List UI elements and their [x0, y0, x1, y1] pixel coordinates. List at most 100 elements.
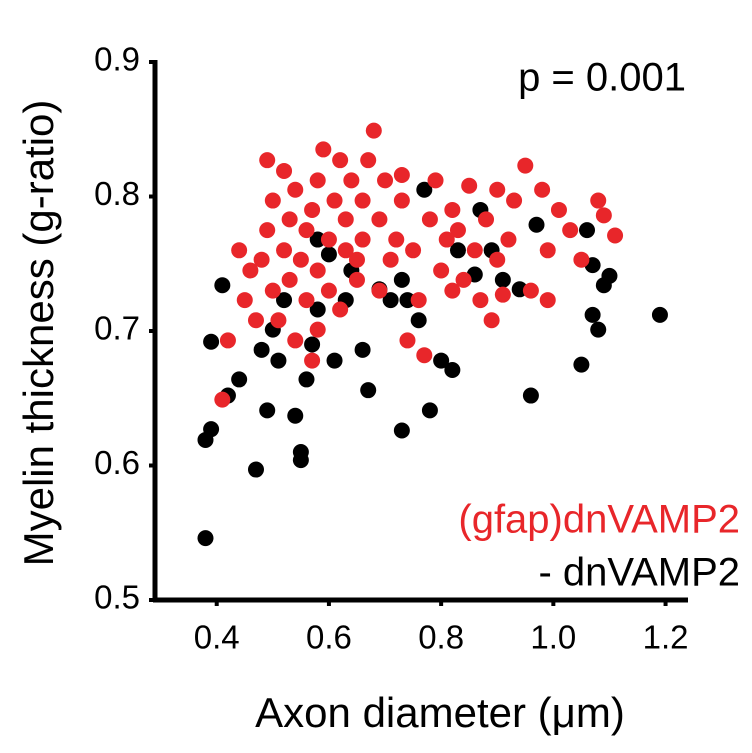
x-tick-label: 0.4: [194, 619, 240, 656]
point: [309, 262, 326, 279]
point: [416, 347, 433, 364]
p-value: p = 0.001: [518, 56, 686, 100]
point: [478, 211, 495, 228]
point: [292, 452, 309, 469]
point: [298, 371, 315, 388]
point: [242, 262, 259, 279]
point: [444, 362, 461, 379]
point: [231, 371, 248, 388]
point: [466, 242, 483, 259]
point: [320, 282, 337, 299]
point: [304, 201, 321, 218]
y-axis-title: Myelin thickness (g-ratio): [15, 100, 62, 567]
point: [247, 461, 264, 478]
point: [343, 172, 360, 189]
point: [287, 332, 304, 349]
point: [264, 192, 281, 209]
point: [287, 181, 304, 198]
point: [528, 216, 545, 233]
point: [584, 306, 601, 323]
point: [309, 321, 326, 338]
point: [651, 306, 668, 323]
y-tick-label: 0.8: [94, 175, 140, 212]
point: [276, 162, 293, 179]
point: [461, 177, 478, 194]
point: [489, 181, 506, 198]
point: [405, 242, 422, 259]
point: [393, 192, 410, 209]
point: [309, 301, 326, 318]
point: [595, 207, 612, 224]
point: [309, 172, 326, 189]
point: [326, 192, 343, 209]
point: [410, 312, 427, 329]
y-tick-label: 0.5: [94, 579, 140, 616]
point: [326, 352, 343, 369]
point: [259, 152, 276, 169]
point: [348, 251, 365, 268]
point: [455, 271, 472, 288]
point: [377, 172, 394, 189]
point: [304, 336, 321, 353]
x-tick-label: 0.8: [418, 619, 464, 656]
legend-entry: - dnVAMP2: [538, 551, 740, 595]
point: [354, 192, 371, 209]
point: [276, 242, 293, 259]
point: [410, 292, 427, 309]
point: [253, 251, 270, 268]
point: [607, 227, 624, 244]
point: [399, 332, 416, 349]
point: [522, 282, 539, 299]
point: [281, 211, 298, 228]
point: [203, 421, 220, 438]
point: [494, 286, 511, 303]
point: [348, 271, 365, 288]
point: [197, 530, 214, 547]
point: [264, 282, 281, 299]
point: [259, 402, 276, 419]
point: [573, 356, 590, 373]
point: [449, 222, 466, 239]
point: [365, 122, 382, 139]
point: [270, 352, 287, 369]
point: [534, 181, 551, 198]
point: [449, 242, 466, 259]
x-tick-label: 1.2: [643, 619, 689, 656]
point: [332, 301, 349, 318]
y-tick-label: 0.9: [94, 41, 140, 78]
point: [550, 201, 567, 218]
point: [320, 231, 337, 248]
point: [247, 312, 264, 329]
point: [494, 271, 511, 288]
point: [298, 292, 315, 309]
point: [276, 292, 293, 309]
point: [433, 352, 450, 369]
point: [354, 341, 371, 358]
point: [421, 211, 438, 228]
point: [472, 292, 489, 309]
point: [601, 267, 618, 284]
point: [382, 292, 399, 309]
point: [539, 242, 556, 259]
point: [573, 251, 590, 268]
point: [393, 422, 410, 439]
point: [388, 231, 405, 248]
point: [506, 192, 523, 209]
point: [292, 251, 309, 268]
point: [203, 333, 220, 350]
y-tick-label: 0.7: [94, 310, 140, 347]
point: [253, 341, 270, 358]
point: [332, 152, 349, 169]
point: [427, 172, 444, 189]
point: [270, 312, 287, 329]
point: [287, 407, 304, 424]
point: [444, 282, 461, 299]
point: [360, 382, 377, 399]
point: [236, 292, 253, 309]
point: [438, 231, 455, 248]
point: [590, 192, 607, 209]
point: [214, 277, 231, 294]
x-tick-label: 0.6: [306, 619, 352, 656]
point: [320, 246, 337, 263]
